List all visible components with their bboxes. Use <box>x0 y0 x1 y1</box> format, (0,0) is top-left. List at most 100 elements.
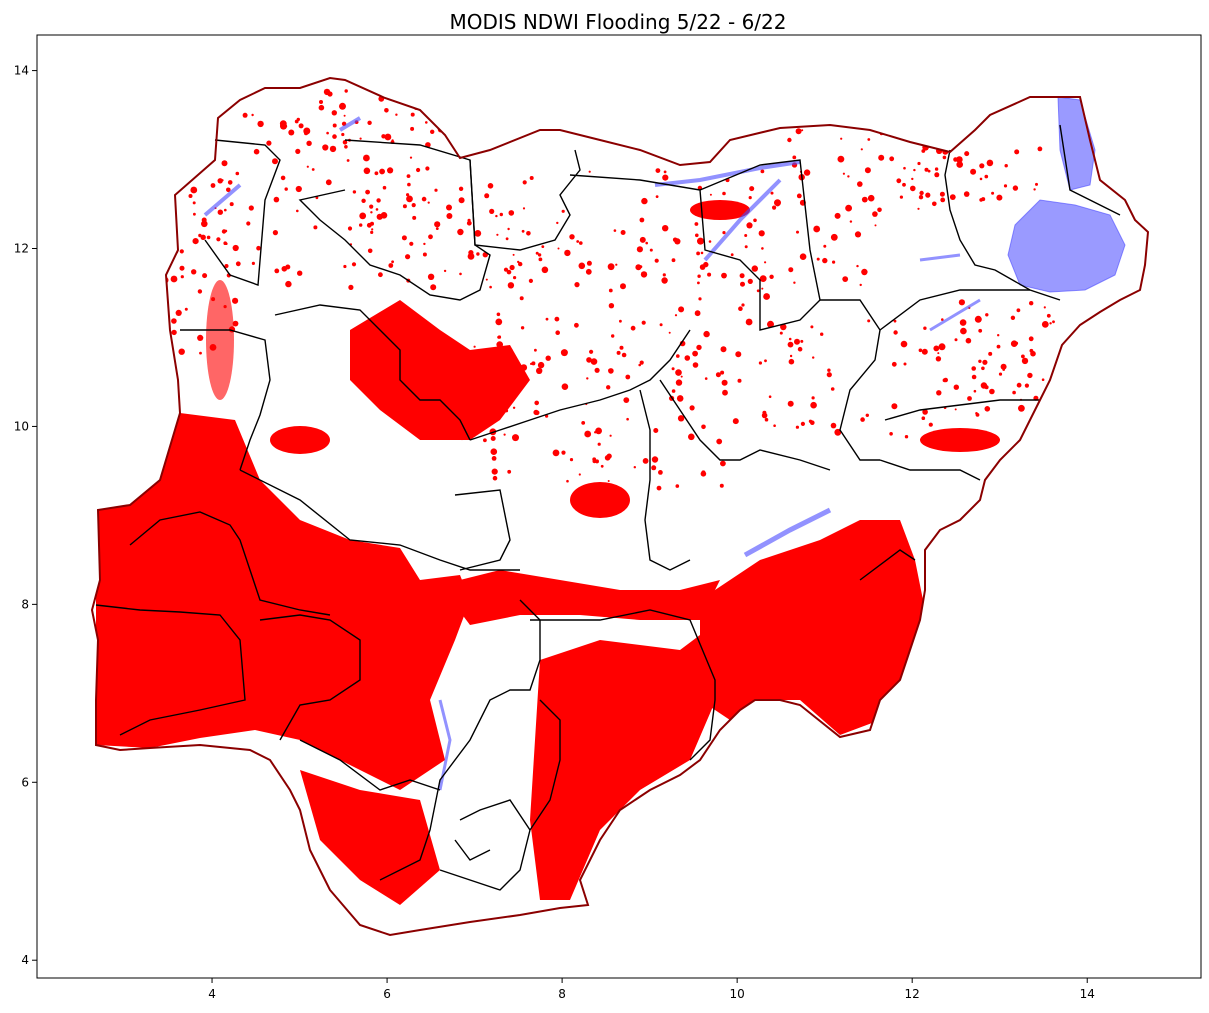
flood-dot <box>508 360 513 364</box>
flood-dot <box>332 134 337 139</box>
flood-dot <box>427 273 435 280</box>
flood-dot <box>923 326 927 330</box>
flood-dot <box>671 258 676 263</box>
flood-dot <box>347 226 353 231</box>
flood-dot <box>641 320 646 325</box>
flood-dot <box>708 240 712 243</box>
flood-dot <box>932 201 937 207</box>
flood-dot <box>402 204 407 209</box>
flood-dot <box>460 436 464 441</box>
flood-dot <box>339 102 346 110</box>
flood-dot <box>384 133 392 141</box>
flood-dot <box>772 205 777 210</box>
flood-dot <box>304 131 308 136</box>
flood-dot <box>1033 188 1036 191</box>
flood-dot <box>227 180 233 185</box>
flood-dot <box>924 167 929 172</box>
flood-dot <box>698 297 702 301</box>
flood-dot <box>534 400 539 406</box>
flood-dot <box>794 338 800 345</box>
flood-dot <box>496 341 504 348</box>
flood-dot <box>443 269 447 273</box>
flood-dot <box>297 270 303 276</box>
flood-dot <box>198 233 202 238</box>
flood-dot <box>1029 301 1034 306</box>
flood-dot <box>592 457 597 462</box>
flood-dot <box>763 293 770 300</box>
flood-dot <box>367 248 373 254</box>
flood-dot <box>1016 308 1021 313</box>
flood-dot <box>811 396 815 400</box>
flood-dot <box>343 114 346 117</box>
flood-dot <box>656 485 662 491</box>
flood-dot <box>768 395 772 399</box>
flood-dot <box>197 289 203 294</box>
flood-dot <box>874 224 877 227</box>
permanent-water-layer <box>203 96 1126 791</box>
flood-dot <box>502 369 507 373</box>
y-axis: 4 6 8 10 12 14 <box>14 64 37 967</box>
flood-dot <box>476 381 482 387</box>
flood-dot <box>325 179 332 186</box>
flood-dot <box>296 209 299 213</box>
flood-dot <box>594 367 600 373</box>
flood-dot <box>899 195 904 199</box>
flood-dot <box>476 252 480 256</box>
flood-dot <box>378 272 383 278</box>
flood-dot <box>226 187 231 193</box>
flood-dot <box>860 417 865 422</box>
flood-dot <box>787 137 792 143</box>
flood-dot <box>645 241 648 245</box>
flood-dot <box>425 121 428 124</box>
y-tick-label: 10 <box>14 419 29 433</box>
flood-dot <box>864 167 871 174</box>
flood-dot <box>507 282 515 289</box>
flood-dot <box>537 253 542 257</box>
flood-dot <box>735 351 742 358</box>
flood-dot <box>496 312 501 317</box>
flood-dot <box>797 346 803 352</box>
flood-dot <box>193 212 196 216</box>
flood-dot <box>789 354 793 358</box>
flood-dot <box>830 387 835 391</box>
flood-dot <box>1043 306 1046 309</box>
flood-dot <box>288 129 295 136</box>
flood-dot <box>967 396 972 401</box>
flood-dot <box>410 126 415 131</box>
flood-dot <box>619 319 622 323</box>
flood-dot <box>891 403 898 410</box>
flood-dot <box>739 273 745 279</box>
flood-dot <box>466 396 470 400</box>
flood-dot <box>671 389 676 393</box>
flood-dot <box>703 330 710 338</box>
flood-dot <box>578 473 581 476</box>
flood-dot <box>608 368 612 372</box>
flood-dot <box>435 227 439 231</box>
flood-dot <box>606 385 611 390</box>
flood-dot <box>201 220 208 228</box>
flood-dot <box>918 195 924 200</box>
flood-dot <box>759 275 767 282</box>
lake-chad <box>1007 199 1126 293</box>
flood-dot <box>295 185 302 193</box>
flood-dot <box>242 112 248 118</box>
flood-dot <box>633 466 636 469</box>
flood-dot <box>499 212 503 217</box>
flood-dot <box>753 218 757 223</box>
flood-dot <box>984 385 989 390</box>
flood-dot <box>997 334 1000 337</box>
flood-dot <box>662 174 669 181</box>
flood-dot <box>822 257 828 264</box>
flood-dot <box>569 458 574 462</box>
flood-dot <box>251 113 254 117</box>
flood-dot <box>958 299 966 306</box>
flood-dot <box>730 253 734 257</box>
flood-dot <box>209 344 217 351</box>
flood-dot <box>561 383 569 391</box>
flood-dot <box>370 221 374 226</box>
flood-dot <box>953 157 958 162</box>
flood-dot <box>359 137 362 140</box>
flood-dot <box>956 156 963 163</box>
flood-dot <box>761 412 768 419</box>
flood-dot <box>318 104 325 111</box>
